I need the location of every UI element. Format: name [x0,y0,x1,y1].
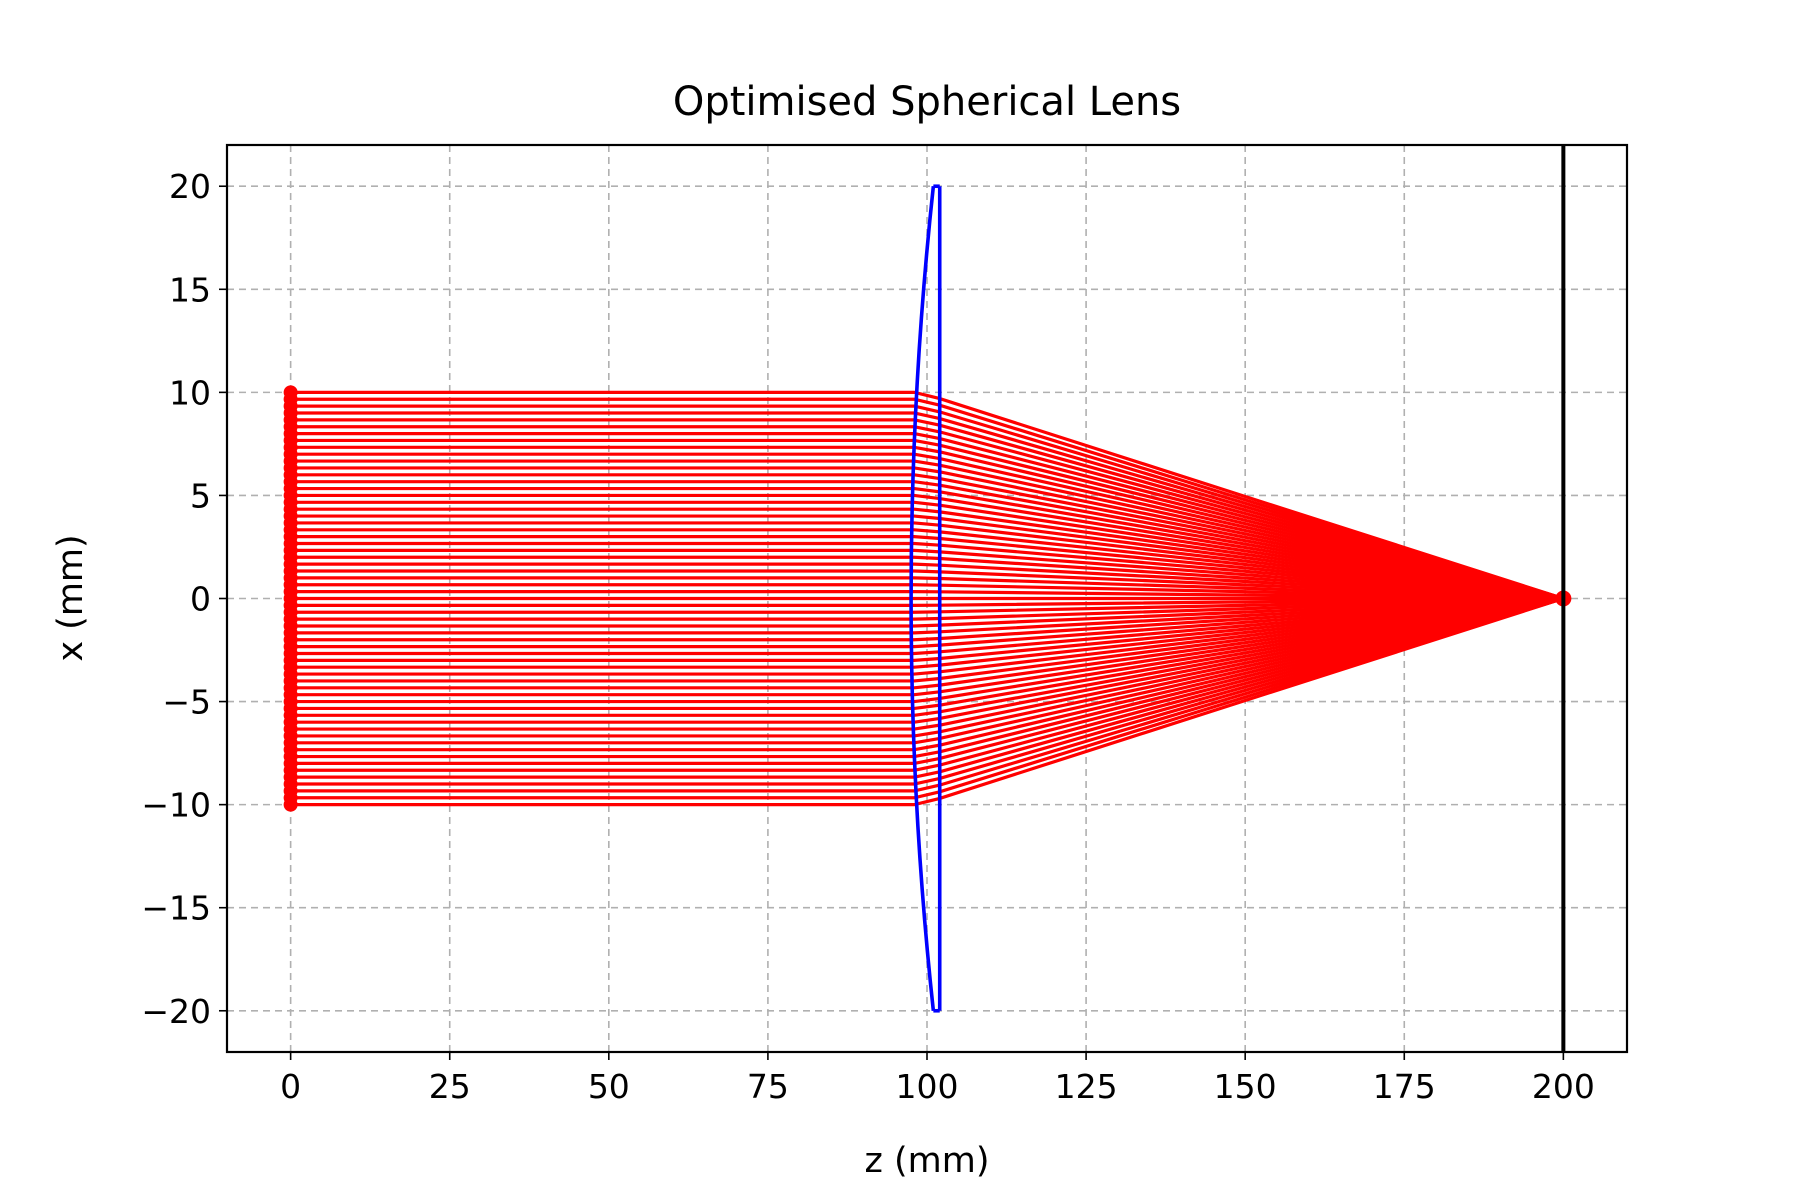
ray [290,596,1564,628]
lens [909,184,942,1013]
ray [290,596,1564,676]
ray [290,596,1564,779]
ray [290,596,1564,724]
ray [290,500,1564,601]
ray [290,596,1564,614]
ray [290,596,1564,662]
ray [290,404,1564,601]
ray [290,596,1564,752]
ray [290,596,1564,759]
x-tick-label: 175 [1373,1067,1436,1106]
ray [290,480,1564,601]
ray [290,507,1564,601]
ray [290,445,1564,601]
ray [290,555,1564,601]
ray [290,521,1564,601]
ray [290,596,1564,711]
y-tick-label: −20 [141,992,211,1031]
ray [290,452,1564,601]
ray [290,583,1564,601]
ray [290,596,1564,772]
x-tick-label: 0 [280,1067,301,1106]
ray [290,569,1564,601]
y-axis-ticks: 20 15 10 5 0 −5 −10 −15 −20 [141,167,227,1031]
ray [290,486,1564,601]
ray [290,438,1564,601]
ray [290,596,1564,621]
y-tick-label: 20 [169,167,211,206]
ray [290,596,1564,635]
ray [290,596,1564,800]
ray-source-point [283,385,298,400]
ray [290,596,1564,731]
ray [290,596,1564,704]
y-tick-label: 15 [169,270,211,309]
chart-title: Optimised Spherical Lens [673,79,1181,125]
ray [290,528,1564,601]
ray [290,596,1564,607]
ray [290,596,1564,642]
x-tick-label: 125 [1055,1067,1118,1106]
y-tick-label: −10 [141,786,211,825]
ray [290,535,1564,601]
ray [290,562,1564,601]
ray [290,596,1564,745]
y-tick-label: −5 [162,683,211,722]
ray [290,596,1564,738]
x-axis-ticks: 0 25 50 75 100 125 150 175 200 [280,1052,1595,1106]
x-tick-label: 150 [1214,1067,1277,1106]
ray [290,596,1564,656]
x-tick-label: 25 [429,1067,471,1106]
ray [290,596,1564,786]
ray [290,596,1564,793]
ray [290,596,1564,669]
ray [290,459,1564,601]
ray [290,411,1564,601]
y-tick-label: 0 [190,580,211,619]
x-tick-label: 200 [1532,1067,1595,1106]
ray [290,425,1564,601]
x-tick-label: 50 [588,1067,630,1106]
ray [290,548,1564,601]
ray [290,596,1564,683]
ray [290,596,1564,807]
ray [290,576,1564,601]
y-tick-label: 10 [169,373,211,412]
ray [290,596,1564,766]
x-tick-label: 100 [896,1067,959,1106]
x-axis-label: z (mm) [865,1141,990,1181]
y-tick-label: 5 [190,476,211,515]
ray [290,431,1564,601]
ray [290,418,1564,601]
y-axis-label: x (mm) [51,534,91,661]
ray [290,541,1564,601]
ray [290,397,1564,601]
ray [290,390,1564,601]
ray [290,590,1564,601]
ray [290,596,1564,690]
ray [290,596,1564,697]
y-tick-label: −15 [141,889,211,928]
ray [290,466,1564,601]
ray [290,596,1564,717]
lens-front-surface [909,186,936,1011]
ray [290,473,1564,601]
x-tick-label: 75 [747,1067,789,1106]
ray-bundle [283,385,1572,812]
ray [290,514,1564,601]
ray [290,493,1564,601]
ray [290,596,1564,649]
